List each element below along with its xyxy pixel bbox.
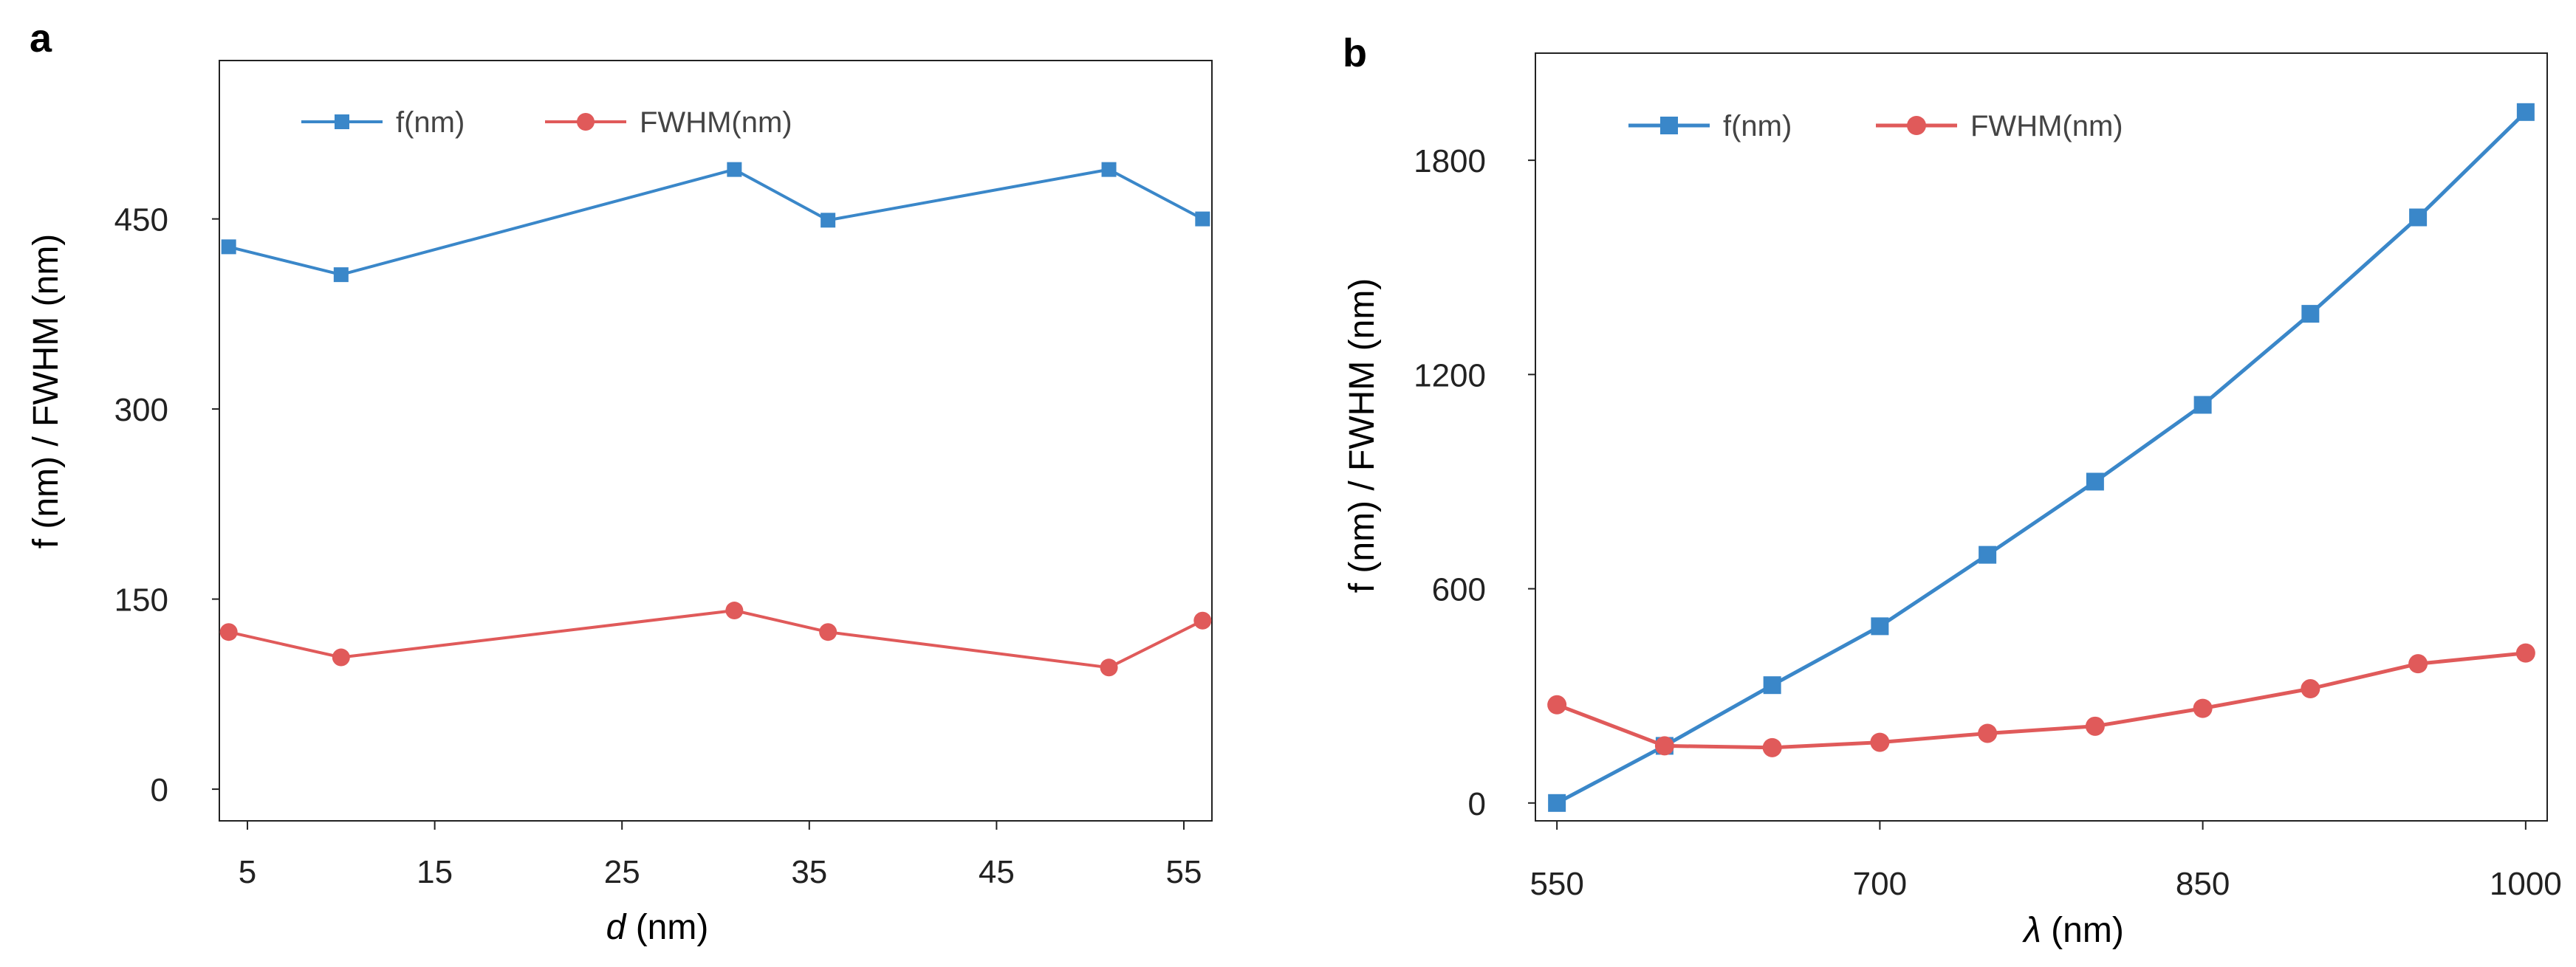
panel-a-x-axis-label: d (nm) [606,908,709,947]
panel-a-data-point-f [1195,211,1210,227]
panel-a-x-tick-label: 15 [417,854,453,890]
panel-b-data-point-fwhm [2085,716,2105,736]
panel-b-x-ticks: 550 700 850 1000 [1530,821,2562,902]
panel-b-x-tick-label: 1000 [2490,866,2562,902]
panel-b-y-tick-label: 600 [1432,572,1486,608]
panel-a-x-tick-label: 5 [239,854,256,890]
panel-a-y-ticks: 0 150 300 450 [114,202,219,808]
panel-a-legend-item: f(nm) [301,106,465,139]
panel-b-data-point-f [2301,305,2320,323]
panel-b-data-point-fwhm [1654,736,1674,756]
legend-square-marker [335,114,349,129]
panel-b-legend-label: FWHM(nm) [1970,110,2123,142]
panel-b-data-point-fwhm [2408,654,2428,674]
panel-b-data-point-f [1763,676,1781,695]
panel-b-data-point-fwhm [2515,643,2535,663]
panel-a-legend-label: FWHM(nm) [640,106,792,139]
panel-b-legend-item: FWHM(nm) [1876,110,2123,142]
panel-a-data-point-f [221,239,236,255]
panel-a-data-point-fwhm [332,648,350,667]
panel-b-data-point-fwhm [2193,698,2213,718]
panel-a-x-tick-label: 35 [791,854,827,890]
panel-a-series [219,162,1212,677]
panel-a-y-tick-label: 450 [114,202,168,238]
panel-a-data-point-f [1101,162,1117,177]
panel-b-y-tick-label: 0 [1468,786,1486,822]
panel-b-data-point-f [1871,617,1889,636]
panel-a-data-point-fwhm [725,602,744,620]
panel-b-x-tick-label: 850 [2176,866,2230,902]
panel-b-data-point-fwhm [1762,737,1782,757]
legend-circle-marker [577,113,595,131]
panel-b-data-point-fwhm [1547,695,1567,715]
panel-a-data-point-f [727,162,742,177]
panel-a-x-axis-label-italic: d [606,908,627,947]
panel-b-x-tick-label: 700 [1853,866,1907,902]
panel-a-data-point-fwhm [219,623,238,641]
panel-a-x-tick-label: 45 [979,854,1015,890]
panel-b-label: b [1343,31,1367,75]
panel-a-legend: f(nm) FWHM(nm) [301,106,792,139]
panel-b-data-point-f [2516,103,2535,121]
panel-a-x-axis-label-rest: (nm) [626,908,708,947]
legend-circle-marker [1907,116,1926,135]
panel-b-y-tick-label: 1200 [1414,357,1486,393]
panel-b-y-ticks: 0 600 1200 1800 [1414,143,1535,822]
panel-a-label: a [30,16,52,61]
panel-b-series [1547,103,2535,812]
panel-a-x-tick-label: 55 [1165,854,1202,890]
panel-a-data-point-fwhm [1193,611,1212,630]
panel-a-legend-item: FWHM(nm) [545,106,792,139]
legend-square-marker [1660,117,1678,134]
panel-b-data-point-fwhm [2301,679,2320,699]
panel-b-data-point-f [1979,546,1997,564]
panel-a-x-ticks: 5 15 25 35 45 55 [239,821,1202,890]
panel-a-y-tick-label: 150 [114,582,168,619]
chart-panel-a: a 0 150 300 450 5 15 25 35 45 55 f(nm) FWHM(nm) d… [27,16,1213,947]
chart-panel-b: b 0 600 1200 1800 550 700 850 1000 f(nm) FWHM(n… [1343,31,2562,950]
panel-b-y-axis-label: f (nm) / FWHM (nm) [1343,278,1382,593]
panel-b-data-point-f [2086,472,2104,491]
panel-b-data-point-f [2409,208,2428,227]
panel-a-legend-label: f(nm) [396,106,465,139]
panel-a-series-line-f [228,168,1204,277]
panel-a-data-point-f [821,213,836,228]
panel-b-data-point-fwhm [1978,723,1998,743]
panel-a-x-tick-label: 25 [604,854,640,890]
panel-a-series-line-fwhm [228,609,1204,670]
panel-b-x-axis-label: λ (nm) [2021,911,2124,950]
panel-a-data-point-fwhm [819,623,837,641]
panel-a-y-axis-label: f (nm) / FWHM (nm) [27,234,66,549]
panel-a-data-point-fwhm [1100,658,1118,677]
panel-a-y-tick-label: 300 [114,392,168,428]
panel-b-y-tick-label: 1800 [1414,143,1486,179]
panel-b-legend: f(nm) FWHM(nm) [1628,110,2123,142]
panel-b-legend-item: f(nm) [1628,110,1792,142]
panel-b-x-axis-label-italic: λ [2021,911,2041,950]
panel-b-x-axis-label-rest: (nm) [2041,911,2124,950]
panel-b-series-line-f [1555,111,2527,805]
panel-a-data-point-f [333,267,349,283]
panel-b-legend-label: f(nm) [1723,110,1792,142]
panel-a-y-tick-label: 0 [151,772,168,808]
panel-b-plot-frame [1535,52,2548,822]
panel-b-data-point-f [2193,396,2212,414]
panel-b-x-tick-label: 550 [1530,866,1583,902]
panel-b-data-point-f [1548,794,1566,812]
panel-a-plot-frame [219,60,1213,822]
panel-b-series-line-fwhm [1556,651,2527,750]
panel-b-data-point-fwhm [1870,732,1890,752]
